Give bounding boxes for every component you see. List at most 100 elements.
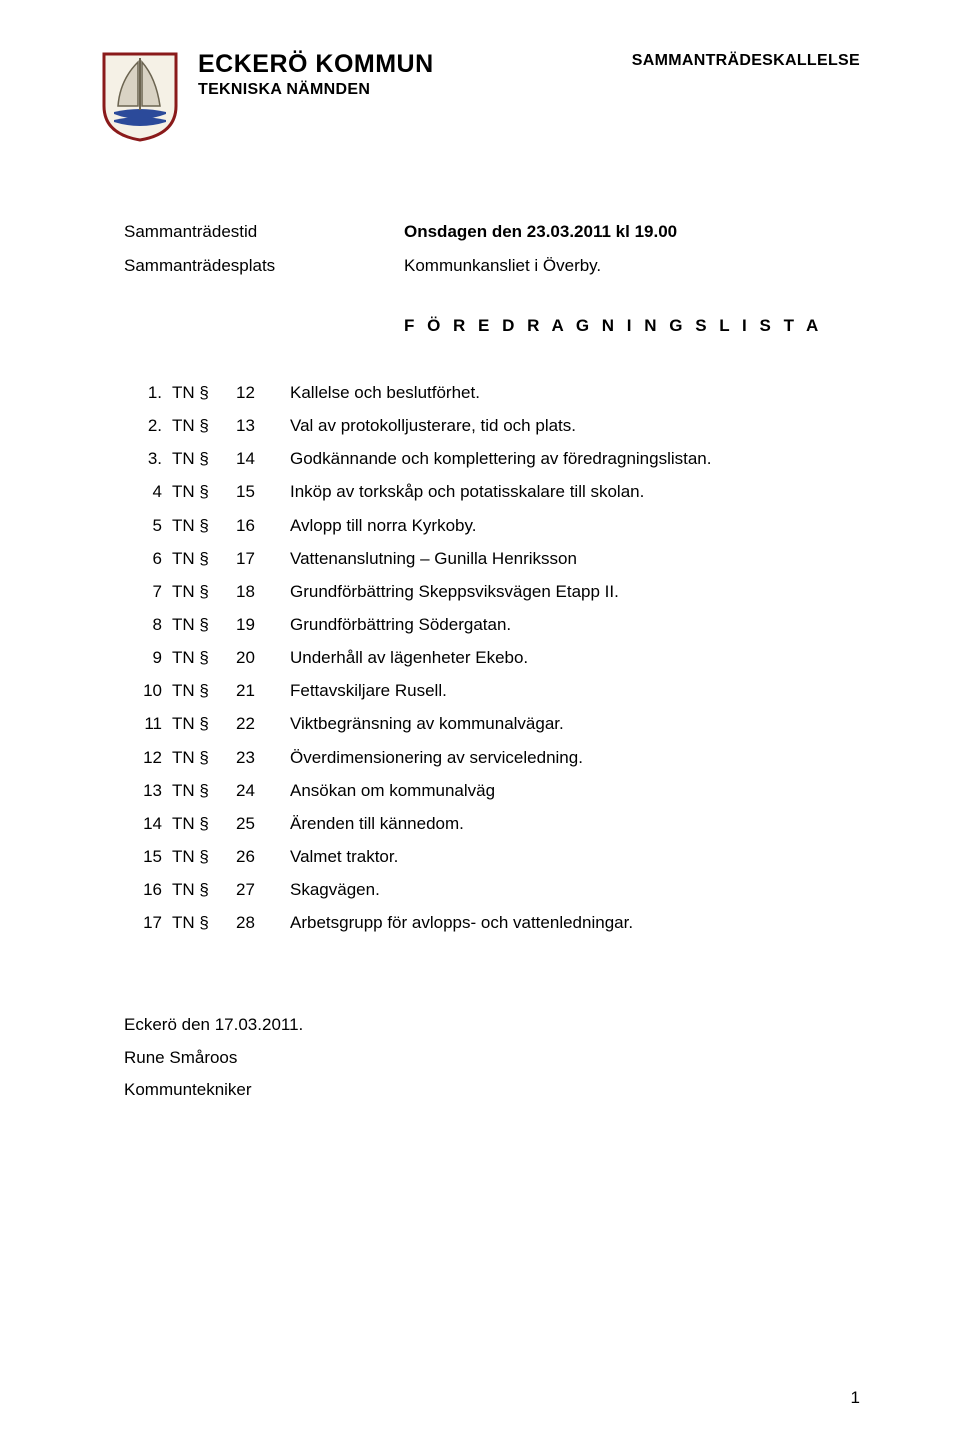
agenda-row-tn: TN § [172,641,236,674]
agenda-row-section: 13 [236,409,290,442]
agenda-row-number: 9 [124,641,172,674]
agenda-row-tn: TN § [172,741,236,774]
agenda-row-tn: TN § [172,608,236,641]
meeting-time-label: Sammanträdestid [124,222,404,242]
agenda-row-tn: TN § [172,442,236,475]
agenda-row: 14TN §25Ärenden till kännedom. [124,807,860,840]
agenda-row-number: 7 [124,575,172,608]
agenda-row-text: Kallelse och beslutförhet. [290,376,860,409]
header-left-block: ECKERÖ KOMMUN TEKNISKA NÄMNDEN [198,50,632,99]
agenda-row-section: 19 [236,608,290,641]
page-number: 1 [851,1388,860,1408]
agenda-row: 8TN §19Grundförbättring Södergatan. [124,608,860,641]
meeting-place-value: Kommunkansliet i Överby. [404,256,601,276]
agenda-row: 9TN §20Underhåll av lägenheter Ekebo. [124,641,860,674]
agenda-row-text: Underhåll av lägenheter Ekebo. [290,641,860,674]
agenda-row-section: 18 [236,575,290,608]
agenda-row-text: Avlopp till norra Kyrkoby. [290,509,860,542]
agenda-row-text: Ärenden till kännedom. [290,807,860,840]
agenda-row-tn: TN § [172,707,236,740]
agenda-row-tn: TN § [172,840,236,873]
agenda-row-tn: TN § [172,409,236,442]
agenda-row: 5TN §16Avlopp till norra Kyrkoby. [124,509,860,542]
meeting-meta: Sammanträdestid Onsdagen den 23.03.2011 … [124,222,860,276]
agenda-row: 4TN §15Inköp av torkskåp och potatisskal… [124,475,860,508]
agenda-row-section: 15 [236,475,290,508]
agenda-row-number: 2. [124,409,172,442]
agenda-row-text: Grundförbättring Skeppsviksvägen Etapp I… [290,575,860,608]
document-type: SAMMANTRÄDESKALLELSE [632,50,860,70]
agenda-row-number: 12 [124,741,172,774]
meeting-time-row: Sammanträdestid Onsdagen den 23.03.2011 … [124,222,860,242]
agenda-row-section: 28 [236,906,290,939]
agenda-row: 2.TN §13Val av protokolljusterare, tid o… [124,409,860,442]
signature-place-date: Eckerö den 17.03.2011. [124,1009,860,1041]
agenda-row: 11TN §22Viktbegränsning av kommunalvägar… [124,707,860,740]
agenda-row-number: 15 [124,840,172,873]
agenda-row: 17TN §28Arbetsgrupp för avlopps- och vat… [124,906,860,939]
agenda-row-section: 16 [236,509,290,542]
agenda-row-text: Val av protokolljusterare, tid och plats… [290,409,860,442]
agenda-row: 12TN §23Överdimensionering av serviceled… [124,741,860,774]
agenda-row-section: 22 [236,707,290,740]
agenda-row-section: 20 [236,641,290,674]
agenda-row-text: Grundförbättring Södergatan. [290,608,860,641]
agenda-row: 6TN §17Vattenanslutning – Gunilla Henrik… [124,542,860,575]
agenda-row-section: 17 [236,542,290,575]
agenda-row: 13TN §24Ansökan om kommunalväg [124,774,860,807]
agenda-row-number: 4 [124,475,172,508]
agenda-row-section: 25 [236,807,290,840]
agenda-row-section: 24 [236,774,290,807]
municipality-crest-icon [100,50,180,142]
agenda-row-text: Ansökan om kommunalväg [290,774,860,807]
agenda-row-number: 13 [124,774,172,807]
agenda-row-section: 23 [236,741,290,774]
agenda-row-number: 6 [124,542,172,575]
agenda-row-text: Skagvägen. [290,873,860,906]
agenda-row-tn: TN § [172,475,236,508]
signature-name: Rune Småroos [124,1042,860,1074]
meeting-place-label: Sammanträdesplats [124,256,404,276]
agenda-row-number: 11 [124,707,172,740]
agenda-row-text: Överdimensionering av serviceledning. [290,741,860,774]
signature-title: Kommuntekniker [124,1074,860,1106]
board-name: TEKNISKA NÄMNDEN [198,81,632,99]
agenda-row-section: 12 [236,376,290,409]
agenda-row: 15TN §26Valmet traktor. [124,840,860,873]
agenda-row-text: Inköp av torkskåp och potatisskalare til… [290,475,860,508]
agenda-row-text: Valmet traktor. [290,840,860,873]
agenda-heading: F Ö R E D R A G N I N G S L I S T A [404,316,860,336]
organization-name: ECKERÖ KOMMUN [198,50,632,79]
agenda-row-number: 5 [124,509,172,542]
agenda-row-section: 21 [236,674,290,707]
agenda-row-tn: TN § [172,542,236,575]
agenda-row-text: Fettavskiljare Rusell. [290,674,860,707]
agenda-row: 3.TN §14Godkännande och komplettering av… [124,442,860,475]
agenda-row-number: 3. [124,442,172,475]
agenda-row: 7TN §18Grundförbättring Skeppsviksvägen … [124,575,860,608]
agenda-row-tn: TN § [172,873,236,906]
meeting-place-row: Sammanträdesplats Kommunkansliet i Överb… [124,256,860,276]
agenda-row-text: Godkännande och komplettering av föredra… [290,442,860,475]
agenda-row-text: Vattenanslutning – Gunilla Henriksson [290,542,860,575]
agenda-row-text: Arbetsgrupp för avlopps- och vattenledni… [290,906,860,939]
agenda-row: 1.TN §12Kallelse och beslutförhet. [124,376,860,409]
agenda-row-number: 14 [124,807,172,840]
agenda-row-number: 10 [124,674,172,707]
agenda-row: 16TN §27Skagvägen. [124,873,860,906]
agenda-row-section: 26 [236,840,290,873]
agenda-row-number: 17 [124,906,172,939]
agenda-row-number: 16 [124,873,172,906]
meeting-time-value: Onsdagen den 23.03.2011 kl 19.00 [404,222,677,242]
agenda-row-tn: TN § [172,376,236,409]
agenda-row-tn: TN § [172,575,236,608]
agenda-row-tn: TN § [172,774,236,807]
agenda-row-text: Viktbegränsning av kommunalvägar. [290,707,860,740]
agenda-row-tn: TN § [172,906,236,939]
agenda-row-section: 14 [236,442,290,475]
agenda-row-number: 1. [124,376,172,409]
agenda-row-tn: TN § [172,807,236,840]
document-header: ECKERÖ KOMMUN TEKNISKA NÄMNDEN SAMMANTRÄ… [100,50,860,142]
agenda-row-number: 8 [124,608,172,641]
agenda-row-section: 27 [236,873,290,906]
